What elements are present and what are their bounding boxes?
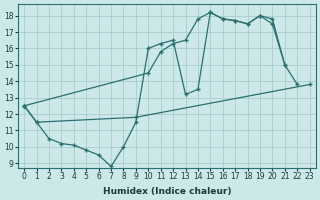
X-axis label: Humidex (Indice chaleur): Humidex (Indice chaleur) [103, 187, 231, 196]
